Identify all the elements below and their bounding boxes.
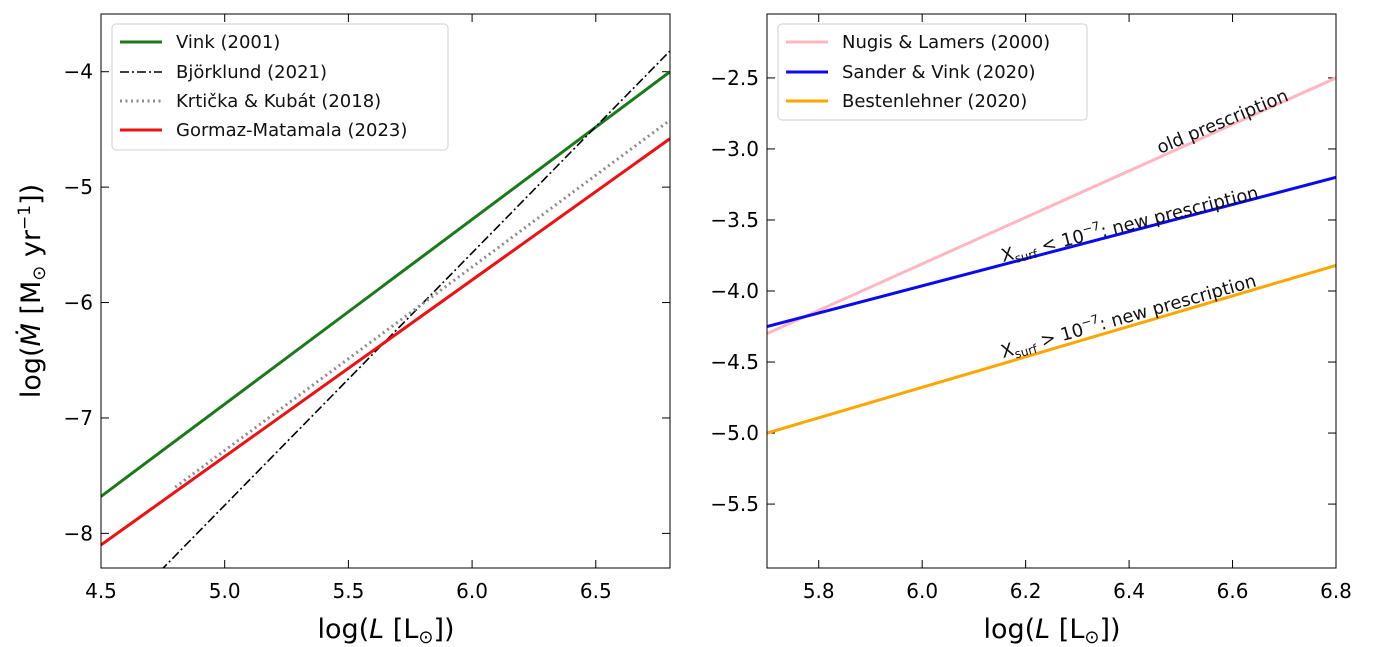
legend-label-vink: Vink (2001): [176, 32, 280, 53]
legend-label-bestenlehner: Bestenlehner (2020): [842, 91, 1027, 112]
left-y-tick-label: −7: [64, 406, 93, 430]
left-series-line-2: [174, 118, 670, 489]
legend-label-nugis: Nugis & Lamers (2000): [842, 32, 1050, 53]
right-x-tick-label: 5.8: [803, 579, 835, 603]
right-x-tick-label: 6.4: [1113, 579, 1145, 603]
left-y-tick-label: −5: [64, 175, 93, 199]
legend-label-sander: Sander & Vink (2020): [842, 62, 1036, 83]
right-series-line-2: [767, 263, 1336, 435]
left-y-tick-label: −8: [64, 521, 93, 545]
left-x-axis-label: log(L [L⊙]): [317, 614, 454, 647]
left-plot-frame: [100, 13, 671, 569]
left-legend: Vink (2001) Björklund (2021) Krtička & K…: [111, 23, 449, 151]
left-x-tick-label: 6.5: [580, 579, 612, 603]
right-y-tick-label: −5.0: [710, 421, 759, 445]
right-x-tick-label: 6.2: [1010, 579, 1042, 603]
left-y-tick-label: −6: [64, 291, 93, 315]
legend-label-bjorklund: Björklund (2021): [176, 62, 327, 83]
left-series-lines: [101, 50, 670, 568]
right-series-lines: [767, 76, 1336, 435]
left-x-tick-label: 5.0: [209, 579, 241, 603]
right-series-line-1: [767, 175, 1336, 328]
right-x-tick-label: 6.6: [1217, 579, 1249, 603]
left-y-axis-label: log(Ṁ [M⊙ yr−1]): [15, 184, 50, 398]
right-legend: Nugis & Lamers (2000) Sander & Vink (202…: [777, 23, 1088, 121]
right-series-line-0: [767, 76, 1336, 335]
right-x-tick-label: 6.0: [906, 579, 938, 603]
annotation-low-x-surf: Xsurf < 10−7: new prescription: [998, 180, 1261, 269]
right-x-axis-label: log(L [L⊙]): [983, 614, 1120, 647]
right-y-tick-label: −4.5: [710, 350, 759, 374]
right-legend-box: [777, 23, 1088, 121]
right-y-tick-label: −4.0: [710, 279, 759, 303]
legend-label-krticka: Krtička & Kubát (2018): [176, 91, 381, 112]
left-series-line-3: [101, 137, 670, 547]
left-panel: 4.5 5.0 5.5 6.0 6.5 −8 −7 −6 −5 −4 Vink (2001) Bj…: [15, 13, 671, 647]
right-ticks: 5.8 6.0 6.2 6.4 6.6 6.8 −5.5 −5.0 −4.5 −4.0 −3.5 −3…: [710, 14, 1352, 603]
right-x-tick-label: 6.8: [1320, 579, 1352, 603]
left-ticks: 4.5 5.0 5.5 6.0 6.5 −8 −7 −6 −5 −4: [64, 14, 670, 603]
right-y-tick-label: −2.5: [710, 66, 759, 90]
left-y-tick-label: −4: [64, 60, 93, 84]
right-plot-frame: [766, 13, 1337, 569]
left-series-line-0: [101, 70, 670, 498]
annotation-high-x-surf: Xsurf > 10−7: new prescription: [998, 268, 1259, 365]
left-x-tick-label: 6.0: [456, 579, 488, 603]
legend-label-gormaz: Gormaz-Matamala (2023): [176, 120, 407, 141]
left-legend-box: [111, 23, 449, 151]
left-x-tick-label: 5.5: [332, 579, 364, 603]
right-y-tick-label: −3.5: [710, 208, 759, 232]
annotation-old-prescription: old prescription: [1154, 85, 1292, 158]
right-y-tick-label: −3.0: [710, 137, 759, 161]
right-y-tick-label: −5.5: [710, 492, 759, 516]
left-x-tick-label: 4.5: [85, 579, 117, 603]
right-panel: 5.8 6.0 6.2 6.4 6.6 6.8 −5.5 −5.0 −4.5 −4.0 −3.5 −3…: [710, 13, 1352, 647]
